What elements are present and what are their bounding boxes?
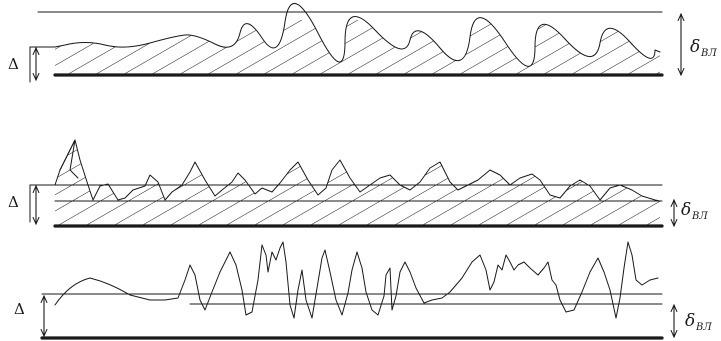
bottom-profile-curve	[54, 241, 659, 319]
top-profile-curve	[29, 2, 661, 67]
bottom-delta-vl-symbol: δ	[685, 311, 695, 331]
top-delta-vl-label: δ ВЛ	[690, 37, 717, 59]
top-delta-vl-subscript: ВЛ	[700, 48, 717, 59]
bottom-panel: Δ δ ВЛ	[14, 241, 712, 340]
top-delta-label: Δ	[8, 55, 19, 73]
middle-panel: Δ δ ВЛ	[8, 139, 708, 228]
top-panel: Δ δ ВЛ	[8, 2, 717, 83]
bottom-delta-label: Δ	[14, 300, 25, 318]
middle-profile-curve	[29, 139, 661, 202]
middle-hatched-material	[55, 140, 660, 226]
middle-delta-vl-label: δ ВЛ	[681, 200, 708, 222]
middle-spike-outline	[59, 139, 79, 179]
top-hatched-material	[55, 20, 660, 75]
middle-delta-label: Δ	[8, 193, 19, 211]
middle-delta-vl-subscript: ВЛ	[691, 211, 708, 222]
bottom-delta-vl-subscript: ВЛ	[695, 322, 712, 333]
top-delta-vl-symbol: δ	[690, 37, 700, 57]
bottom-delta-vl-label: δ ВЛ	[685, 311, 712, 333]
middle-delta-vl-symbol: δ	[681, 200, 691, 220]
